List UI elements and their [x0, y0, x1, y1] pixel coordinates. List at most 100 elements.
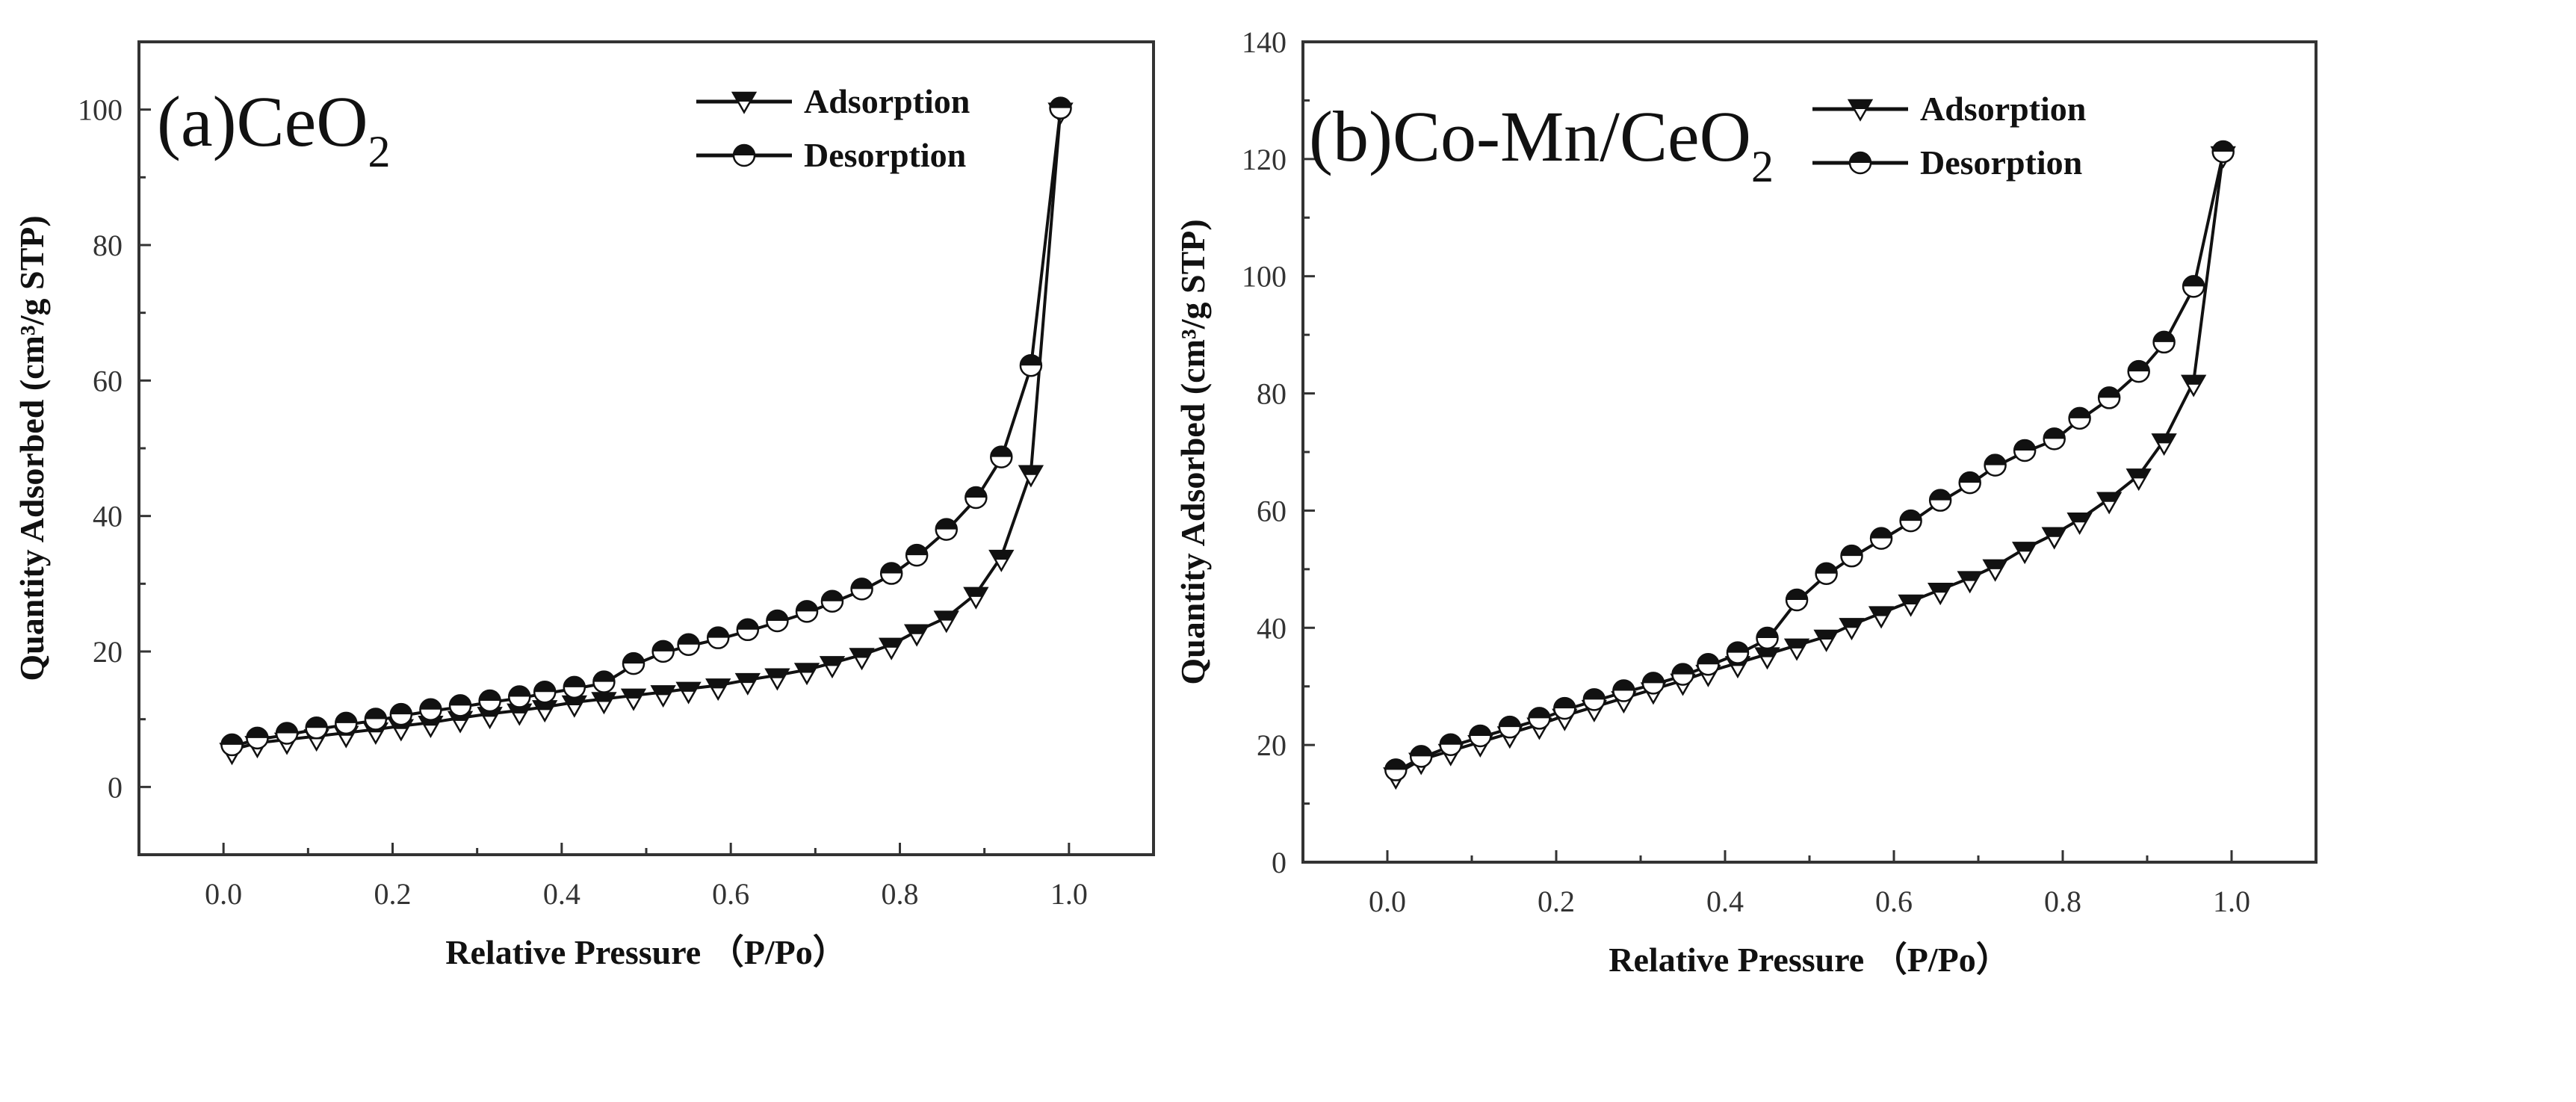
x-tick-label: 1.0: [1050, 877, 1088, 911]
data-point: [677, 633, 700, 656]
data-point: [1582, 688, 1606, 711]
data-point: [820, 589, 844, 613]
data-point: [305, 716, 328, 740]
panel-title-main: (a)CeO: [157, 81, 368, 161]
data-point: [2211, 140, 2235, 164]
data-point: [1049, 96, 1072, 120]
y-tick-label: 40: [93, 500, 123, 533]
data-point: [706, 626, 730, 649]
y-tick-label: 80: [93, 229, 123, 262]
data-point: [1697, 653, 1720, 676]
data-point: [1553, 696, 1576, 720]
panel-title: (b)Co-Mn/CeO2: [1309, 96, 1774, 191]
data-point: [2125, 468, 2152, 492]
data-point: [620, 688, 647, 711]
y-tick-label: 80: [1257, 377, 1287, 411]
data-point: [1671, 663, 1694, 686]
data-point: [533, 680, 557, 704]
data-point: [963, 586, 989, 610]
data-point: [2041, 527, 2067, 550]
y-tick-label: 60: [1257, 494, 1287, 527]
data-point: [990, 445, 1013, 468]
data-point: [2127, 359, 2150, 383]
data-point: [734, 672, 761, 696]
x-tick-label: 0.0: [205, 877, 242, 911]
x-tick-label: 0.0: [1369, 885, 1406, 918]
y-tick-label: 20: [1257, 728, 1287, 762]
legend-marker: [732, 143, 756, 167]
data-point: [2066, 512, 2093, 535]
x-tick-label: 0.8: [882, 877, 919, 911]
data-point: [1528, 707, 1551, 730]
data-point: [335, 711, 358, 735]
data-point: [1756, 626, 1779, 650]
data-point: [419, 698, 442, 722]
data-point: [448, 694, 472, 717]
legend-label: Desorption: [1920, 143, 2082, 182]
panel-title-subscript: 2: [368, 127, 391, 176]
x-tick-label: 0.2: [1538, 885, 1575, 918]
series-adsorption: [219, 102, 1074, 766]
y-tick-label: 0: [1272, 846, 1287, 879]
data-point: [793, 663, 820, 686]
data-point: [1726, 641, 1750, 664]
legend-marker: [1847, 99, 1874, 122]
y-tick-label: 20: [93, 635, 123, 669]
legend-item-desorption: Desorption: [1812, 143, 2082, 182]
data-point: [622, 651, 645, 675]
data-point: [2011, 542, 2038, 565]
data-point: [1498, 715, 1522, 739]
x-tick-label: 1.0: [2213, 885, 2250, 918]
legend-item-adsorption: Adsorption: [696, 82, 970, 120]
data-point: [1927, 583, 1954, 606]
y-tick-label: 100: [78, 93, 123, 127]
data-point: [2152, 330, 2176, 354]
series-adsorption: [1383, 146, 2236, 790]
series-line: [231, 109, 1062, 748]
data-point: [1019, 353, 1043, 377]
data-point: [1018, 465, 1044, 488]
panel-title: (a)CeO2: [157, 81, 391, 176]
data-point: [1813, 629, 1839, 652]
y-tick-label: 0: [108, 770, 123, 804]
data-point: [1869, 527, 1893, 550]
data-point: [2151, 433, 2177, 456]
series-line: [231, 109, 1062, 752]
data-point: [532, 700, 558, 723]
data-point: [1815, 562, 1838, 585]
series-line: [1395, 152, 2225, 776]
x-tick-label: 0.8: [2044, 885, 2081, 918]
legend-item-desorption: Desorption: [696, 136, 966, 174]
data-point: [764, 668, 790, 691]
data-point: [389, 702, 413, 726]
series-desorption: [220, 96, 1072, 757]
x-tick-label: 0.6: [712, 877, 749, 911]
data-point: [2097, 386, 2121, 409]
data-point: [705, 678, 731, 702]
data-point: [2013, 439, 2037, 462]
data-point: [508, 685, 531, 708]
legend-marker: [731, 91, 758, 114]
x-tick-label: 0.2: [374, 877, 412, 911]
legend-label: Adsorption: [804, 82, 970, 120]
data-point: [2096, 492, 2123, 515]
y-axis-label: Quantity Adsorbed (cm³/g STP): [1174, 219, 1212, 684]
data-point: [933, 610, 959, 634]
x-axis-label: Relative Pressure （P/Po）: [1609, 941, 2010, 979]
series-line: [1395, 152, 2225, 773]
data-point: [651, 640, 675, 663]
data-point: [275, 722, 299, 745]
data-point: [592, 670, 616, 693]
data-point: [736, 618, 760, 642]
data-point: [1612, 679, 1635, 702]
data-point: [364, 708, 388, 731]
data-point: [1899, 509, 1922, 533]
data-point: [591, 692, 617, 715]
data-point: [2180, 374, 2207, 397]
data-point: [1469, 724, 1492, 748]
data-point: [2182, 275, 2205, 298]
data-point: [246, 726, 269, 750]
data-point: [1840, 544, 1863, 568]
y-tick-label: 120: [1242, 143, 1287, 176]
